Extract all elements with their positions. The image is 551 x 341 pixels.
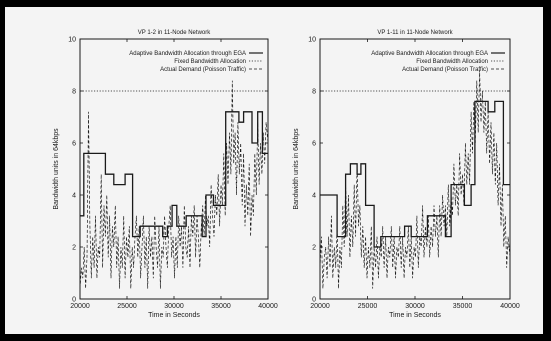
y-tick-label: 8 — [312, 89, 316, 96]
x-axis-label: Time in Seconds — [389, 312, 441, 319]
x-tick-label: 25000 — [358, 303, 378, 310]
legend-label: Fixed Bandwidth Allocation — [174, 59, 246, 65]
series-line-solid — [320, 100, 510, 248]
figure-svg: VP 1-2 in 11-Node Network 0 2 4 6 8 10 20000 250… — [53, 30, 520, 319]
x-tick-label: 35000 — [453, 303, 473, 310]
x-tick-label: 35000 — [211, 303, 231, 310]
y-axis-label: Bandwidth units in 64kbps — [293, 128, 300, 210]
y-tick-label: 6 — [312, 141, 316, 148]
y-axis-label: Bandwidth units in 64kbps — [53, 128, 60, 210]
y-tick-label: 0 — [312, 297, 316, 304]
y-tick-label: 2 — [72, 245, 76, 252]
series-line-solid — [80, 111, 268, 238]
legend-label: Actual Demand (Poisson Traffic) — [402, 67, 488, 73]
x-tick-label: 40000 — [500, 303, 520, 310]
legend-label: Adaptive Bandwidth Allocation through EG… — [129, 51, 246, 57]
y-tick-label: 10 — [68, 37, 76, 44]
series-line-dashed — [79, 80, 269, 289]
x-tick-label: 20000 — [70, 303, 90, 310]
x-tick-label: 30000 — [405, 303, 425, 310]
x-tick-label: 25000 — [117, 303, 137, 310]
chart-title: VP 1-11 in 11-Node Network — [377, 30, 453, 36]
y-tick-label: 2 — [312, 245, 316, 252]
chart-1: VP 1-2 in 11-Node Network 0 2 4 6 8 10 20000 250… — [53, 30, 278, 319]
legend-label: Actual Demand (Poisson Traffic) — [160, 67, 246, 73]
y-tick-label: 0 — [72, 297, 76, 304]
chart-2: VP 1-11 in 11-Node Network 0 2 4 6 8 10 20000 25… — [293, 30, 520, 319]
series-line-dashed — [319, 70, 511, 289]
x-axis-label: Time in Seconds — [148, 312, 200, 319]
y-tick-label: 6 — [72, 141, 76, 148]
chart-title: VP 1-2 in 11-Node Network — [138, 30, 211, 36]
x-tick-label: 20000 — [310, 303, 330, 310]
figure-panel: VP 1-2 in 11-Node Network 0 2 4 6 8 10 20000 250… — [5, 7, 543, 334]
plot-frame — [319, 38, 511, 300]
plot-frame — [79, 38, 269, 300]
y-tick-label: 10 — [308, 37, 316, 44]
legend-label: Adaptive Bandwidth Allocation through EG… — [371, 51, 488, 57]
x-tick-label: 40000 — [258, 303, 278, 310]
y-tick-label: 4 — [312, 193, 316, 200]
x-tick-label: 30000 — [164, 303, 184, 310]
y-tick-label: 8 — [72, 89, 76, 96]
y-tick-label: 4 — [72, 193, 76, 200]
legend-label: Fixed Bandwidth Allocation — [416, 59, 488, 65]
